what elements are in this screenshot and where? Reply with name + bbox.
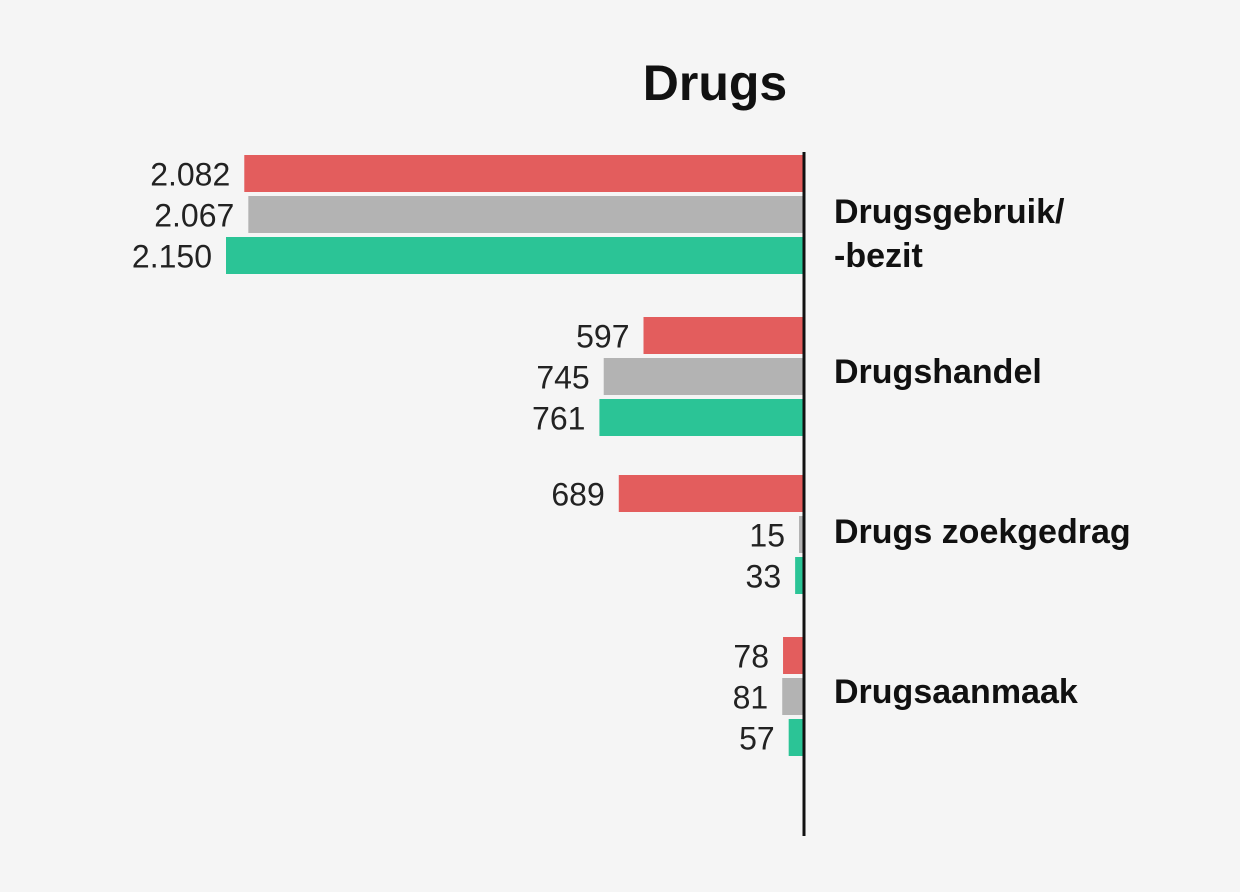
value-label-1-1: 745 [536, 360, 589, 396]
category-label-drugshandel: Drugshandel [834, 353, 1042, 391]
bar-1-0 [643, 317, 804, 354]
bar-1-1 [603, 358, 804, 395]
chart-title: Drugs [642, 55, 788, 111]
category-label-drugsaanmaak: Drugsaanmaak [834, 673, 1078, 711]
bar-1-2 [599, 399, 804, 436]
bar-0-0 [244, 155, 804, 192]
value-label-0-0: 2.082 [150, 157, 230, 193]
value-label-1-0: 597 [576, 319, 629, 355]
value-label-3-1: 81 [733, 680, 769, 716]
value-label-2-1: 15 [749, 518, 785, 554]
bar-2-0 [618, 475, 804, 512]
value-label-2-2: 33 [746, 559, 782, 595]
value-label-3-2: 57 [739, 721, 775, 757]
category-label-drugsgebruik: Drugsgebruik/ -bezit [834, 193, 1065, 275]
value-label-0-1: 2.067 [154, 198, 234, 234]
bar-0-1 [248, 196, 805, 233]
bar-3-2 [788, 719, 804, 756]
value-label-1-2: 761 [532, 401, 585, 437]
bar-3-1 [782, 678, 804, 715]
bar-2-2 [795, 557, 804, 594]
bar-2-1 [799, 516, 804, 553]
bar-3-0 [783, 637, 804, 674]
value-label-0-2: 2.150 [132, 239, 212, 275]
value-label-3-0: 78 [733, 639, 769, 675]
bar-0-2 [226, 237, 804, 274]
value-label-2-0: 689 [551, 477, 604, 513]
category-label-drugs-zoekgedrag: Drugs zoekgedrag [834, 513, 1131, 551]
